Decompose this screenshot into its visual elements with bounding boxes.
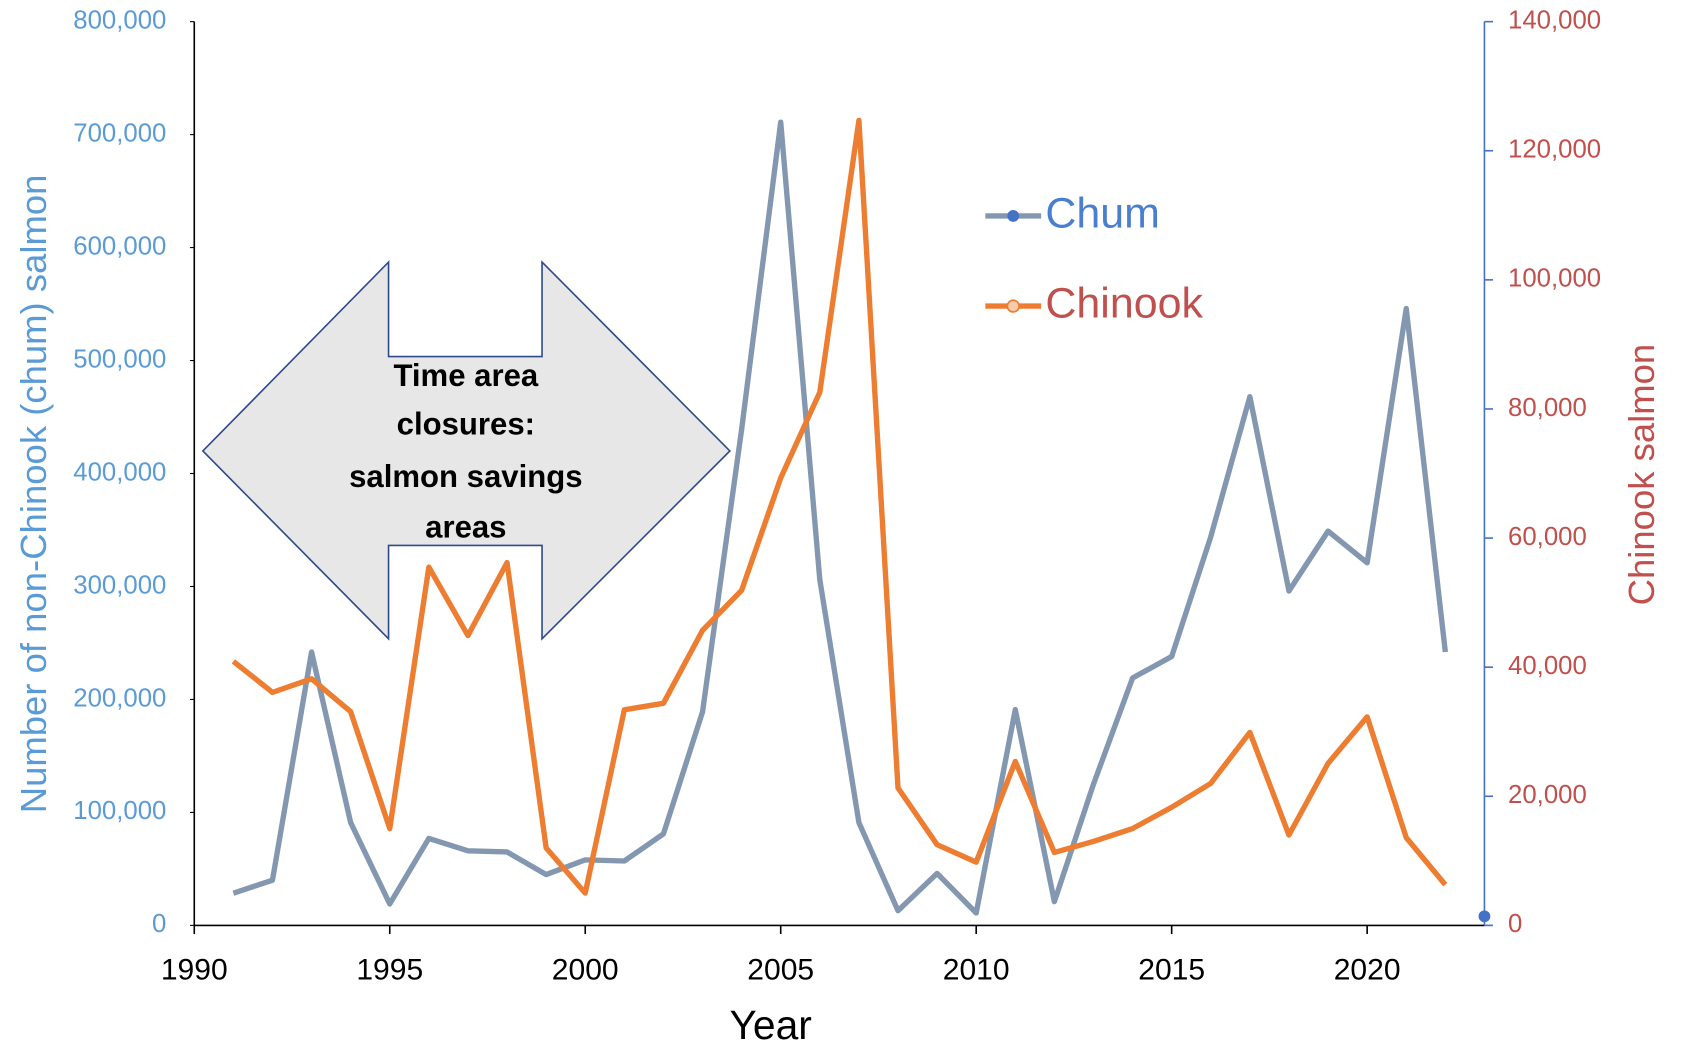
y2-tick-label: 20,000 <box>1508 781 1587 809</box>
y-axis-title: Number of non-Chinook (chum) salmon <box>13 175 54 814</box>
annotation-text: Time area <box>393 358 538 393</box>
y-tick-label: 800,000 <box>73 6 166 34</box>
y-tick-label: 400,000 <box>73 458 166 486</box>
x-tick-label: 1995 <box>356 953 423 986</box>
x-tick-label: 2015 <box>1138 953 1205 986</box>
x-tick-label: 1990 <box>161 953 228 986</box>
legend-marker <box>1006 299 1020 313</box>
y-tick-label: 300,000 <box>73 571 166 599</box>
y2-tick-label: 140,000 <box>1508 6 1601 34</box>
y2-tick-label: 80,000 <box>1508 394 1587 422</box>
x-tick-label: 2000 <box>552 953 619 986</box>
data-point <box>1478 910 1491 923</box>
y-tick-label: 700,000 <box>73 119 166 147</box>
x-tick-label: 2020 <box>1334 953 1401 986</box>
y2-axis-title: Chinook salmon <box>1621 344 1662 606</box>
series-line <box>232 119 1449 916</box>
y2-tick-label: 120,000 <box>1508 136 1601 164</box>
y-tick-label: 500,000 <box>73 345 166 373</box>
y2-tick-label: 40,000 <box>1508 652 1587 680</box>
legend-label: Chum <box>1045 189 1160 237</box>
annotation-text: closures: <box>397 407 535 442</box>
legend-label: Chinook <box>1045 279 1203 327</box>
y2-tick-label: 0 <box>1508 910 1522 938</box>
y2-tick-label: 60,000 <box>1508 523 1587 551</box>
x-axis-title: Year <box>729 1002 811 1048</box>
y-tick-label: 600,000 <box>73 232 166 260</box>
series-line <box>231 117 1448 896</box>
x-tick-label: 2010 <box>943 953 1010 986</box>
y-tick-label: 100,000 <box>73 797 166 825</box>
annotation-text: areas <box>425 510 506 545</box>
legend-marker <box>1007 210 1020 222</box>
x-tick-label: 2005 <box>747 953 814 986</box>
double-arrow <box>201 260 732 641</box>
y-tick-label: 0 <box>152 910 166 938</box>
y-tick-label: 200,000 <box>73 684 166 712</box>
annotation-text: salmon savings <box>349 459 582 494</box>
y2-tick-label: 100,000 <box>1508 265 1601 293</box>
